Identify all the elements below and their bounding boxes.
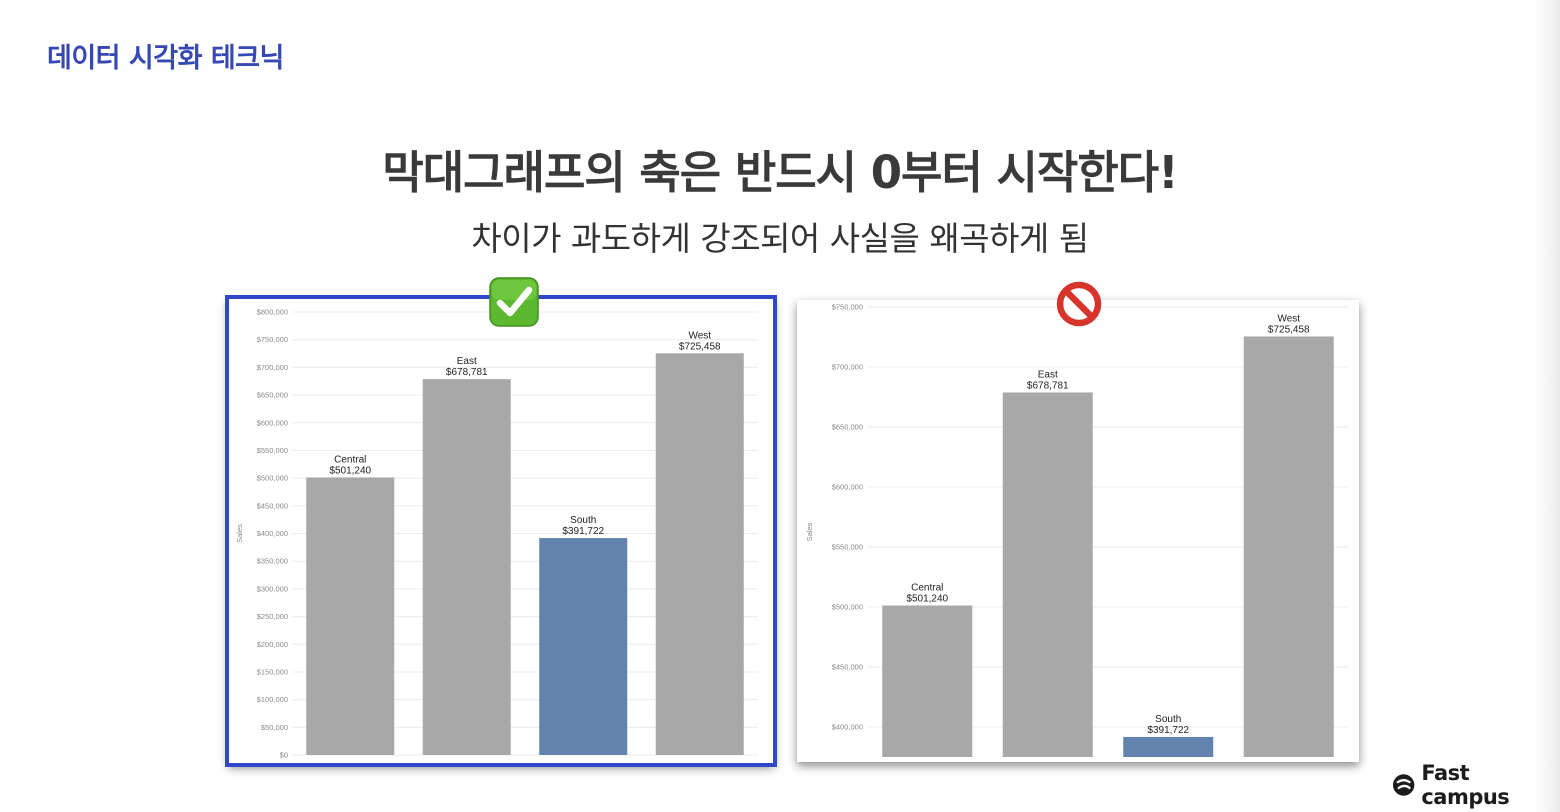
bar-east: [422, 379, 511, 755]
y-tick-label: $0: [280, 751, 288, 760]
y-tick-label: $50,000: [261, 723, 288, 732]
bar-value-label: $501,240: [906, 594, 948, 605]
y-axis-title: Sales: [805, 522, 814, 541]
bar-value-label: $725,458: [1268, 324, 1310, 335]
bar-category-label: East: [1038, 369, 1058, 380]
correct-bar-chart: $0 $50,000 $100,000 $150,000 $200,000 $250,00…: [235, 308, 758, 760]
y-tick-label: $650,000: [257, 391, 288, 400]
prohibited-icon: [1056, 281, 1102, 327]
y-tick-label: $650,000: [832, 423, 863, 432]
y-tick-label: $750,000: [257, 335, 288, 344]
y-tick-label: $800,000: [257, 308, 288, 317]
bar-category-label: South: [1155, 714, 1181, 725]
bar-category-label: South: [570, 515, 596, 526]
bar-category-label: Central: [334, 454, 366, 465]
bar-value-label: $678,781: [446, 367, 488, 378]
bar-value-label: $501,240: [329, 465, 371, 476]
y-axis-title: Sales: [235, 524, 244, 543]
y-tick-label: $500,000: [257, 474, 288, 483]
bar-value-label: $678,781: [1027, 380, 1069, 391]
bar-east: [1002, 392, 1093, 757]
bar-west: [655, 353, 744, 755]
y-tick-label: $200,000: [257, 640, 288, 649]
fastcampus-logo-icon: [1392, 774, 1415, 796]
y-tick-label: $100,000: [257, 695, 288, 704]
incorrect-chart-panel: $400,000 $450,000 $500,000 $550,000 $600,000…: [797, 300, 1359, 762]
y-tick-label: $500,000: [832, 603, 863, 612]
bar-category-label: West: [1277, 313, 1300, 324]
y-tick-label: $300,000: [257, 584, 288, 593]
bar-central: [306, 477, 395, 755]
y-tick-label: $550,000: [257, 446, 288, 455]
bar-category-label: West: [688, 330, 711, 341]
check-mark-icon: [489, 277, 539, 327]
bar-category-label: Central: [911, 583, 943, 594]
incorrect-bar-chart: $400,000 $450,000 $500,000 $550,000 $600,000…: [805, 303, 1349, 757]
section-title: 데이터 시각화 테크닉: [47, 43, 284, 74]
y-tick-label: $700,000: [257, 363, 288, 372]
bar-central: [882, 605, 973, 757]
bar-value-label: $391,722: [1147, 725, 1189, 736]
y-tick-label: $700,000: [832, 363, 863, 372]
slide-subheadline: 차이가 과도하게 강조되어 사실을 왜곡하게 됨: [471, 219, 1089, 258]
y-tick-label: $350,000: [257, 557, 288, 566]
y-tick-label: $600,000: [257, 418, 288, 427]
brand-name: Fast campus: [1421, 761, 1510, 809]
y-tick-label: $450,000: [832, 663, 863, 672]
brand-logo: Fast campus: [1392, 761, 1560, 809]
y-tick-label: $250,000: [257, 612, 288, 621]
y-tick-label: $600,000: [832, 483, 863, 492]
correct-chart-panel: $0 $50,000 $100,000 $150,000 $200,000 $250,00…: [225, 295, 777, 767]
bar-south: [539, 538, 628, 755]
y-tick-label: $450,000: [257, 501, 288, 510]
bar-south: [1123, 736, 1214, 757]
bar-value-label: $725,458: [679, 341, 721, 352]
bar-value-label: $391,722: [562, 526, 604, 537]
bar-category-label: East: [457, 356, 477, 367]
y-tick-label: $400,000: [832, 723, 863, 732]
slide-edge-shade: [1534, 0, 1560, 812]
y-tick-label: $150,000: [257, 667, 288, 676]
y-tick-label: $550,000: [832, 543, 863, 552]
y-tick-label: $750,000: [832, 303, 863, 312]
y-tick-label: $400,000: [257, 529, 288, 538]
bar-west: [1243, 336, 1334, 757]
slide-headline: 막대그래프의 축은 반드시 0부터 시작한다!: [382, 146, 1178, 199]
